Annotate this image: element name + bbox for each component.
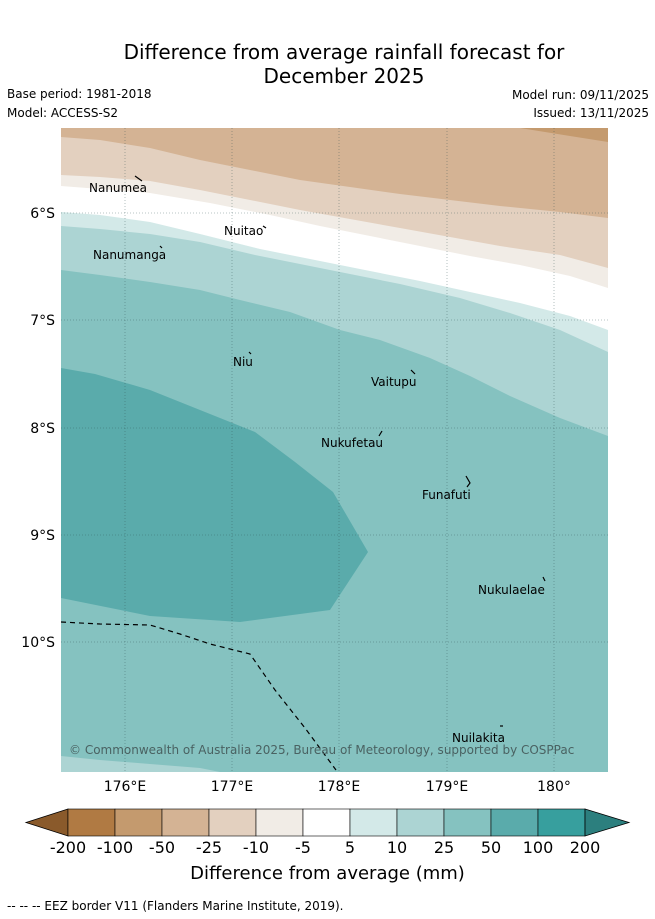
band-minus50 <box>520 128 608 142</box>
model-name: Model: ACCESS-S2 <box>7 106 119 120</box>
island-labels: Nanumea Nuitao Nanumanga Niu Vaitupu Nuk… <box>89 181 545 745</box>
colorbar-label-9: 50 <box>480 838 502 857</box>
lon-tick-180: 180° <box>537 779 571 795</box>
colorbar-label-10: 100 <box>522 838 554 857</box>
colorbar-label-4: -10 <box>242 838 270 857</box>
lon-tick-labels: 176°E 177°E 178°E 179°E 180° <box>104 779 571 795</box>
island-label-nuilakita: Nuilakita <box>452 731 505 745</box>
island-shape-vaitupu <box>410 369 416 375</box>
lon-tick-178: 178°E <box>318 779 361 795</box>
colorbar-segment-4 <box>255 808 304 837</box>
colorbar-segment-6 <box>349 808 398 837</box>
grid-lines <box>61 128 608 772</box>
colorbar-label-5: -5 <box>295 838 311 857</box>
colorbar-label-6: 5 <box>344 838 356 857</box>
colorbar-title: Difference from average (mm) <box>190 863 465 884</box>
lon-tick-176: 176°E <box>104 779 147 795</box>
colorbar-segment-3 <box>208 808 257 837</box>
colorbar-segment-0 <box>67 808 116 837</box>
colorbar-segment-2 <box>161 808 210 837</box>
band-minus25 <box>61 128 608 218</box>
island-label-niu: Niu <box>233 355 253 369</box>
colorbar <box>24 808 631 837</box>
island-shape-nukulaelae <box>542 576 546 582</box>
island-shape-nukufetau <box>378 430 383 437</box>
colorbar-segment-10 <box>537 808 586 837</box>
lat-tick-10: 10°S <box>21 635 55 651</box>
eez-border <box>61 621 337 771</box>
base-period: Base period: 1981-2018 <box>7 87 152 101</box>
colorbar-label-0: -200 <box>49 838 87 857</box>
colorbar-label-1: -100 <box>96 838 134 857</box>
lat-tick-6: 6°S <box>30 206 55 222</box>
colorbar-segment-9 <box>490 808 539 837</box>
colorbar-label-2: -50 <box>148 838 176 857</box>
colorbar-label-3: -25 <box>195 838 223 857</box>
colorbar-label-7: 10 <box>386 838 408 857</box>
issued-date: Issued: 13/11/2025 <box>533 106 649 120</box>
lat-tick-7: 7°S <box>30 313 55 329</box>
island-label-nukufetau: Nukufetau <box>321 436 383 450</box>
island-shape-funafuti <box>465 475 471 488</box>
lat-tick-9: 9°S <box>30 528 55 544</box>
colorbar-segment-8 <box>443 808 492 837</box>
island-label-vaitupu: Vaitupu <box>371 375 417 389</box>
lon-tick-177: 177°E <box>211 779 254 795</box>
model-run: Model run: 09/11/2025 <box>511 88 649 102</box>
colorbar-segment-5 <box>302 808 351 837</box>
island-shapes <box>134 175 546 727</box>
chart-title: Difference from average rainfall forecas… <box>0 40 655 88</box>
island-shape-nanumea <box>134 175 143 182</box>
colorbar-arrow-high <box>584 808 631 837</box>
colorbar-segment-1 <box>114 808 163 837</box>
colorbar-label-8: 25 <box>433 838 455 857</box>
eez-footnote: -- -- -- EEZ border V11 (Flanders Marine… <box>7 899 344 913</box>
island-label-nukulaelae: Nukulaelae <box>478 583 545 597</box>
island-label-nanumanga: Nanumanga <box>93 248 166 262</box>
island-label-funafuti: Funafuti <box>422 488 471 502</box>
band-dark-teal <box>61 368 368 622</box>
title-line-2: December 2025 <box>263 64 425 88</box>
island-label-nanumea: Nanumea <box>89 181 147 195</box>
colorbar-label-11: 200 <box>569 838 601 857</box>
lat-tick-8: 8°S <box>30 421 55 437</box>
lat-tick-labels: 6°S 7°S 8°S 9°S 10°S <box>21 206 55 651</box>
colorbar-segment-7 <box>396 808 445 837</box>
lon-tick-179: 179°E <box>426 779 469 795</box>
title-line-1: Difference from average rainfall forecas… <box>123 40 565 64</box>
island-shape-nuitao <box>262 225 267 229</box>
copyright-notice: © Commonwealth of Australia 2025, Bureau… <box>69 743 574 757</box>
island-shape-nanumanga <box>159 245 163 249</box>
colorbar-arrow-low <box>24 808 69 837</box>
island-shape-niu <box>248 351 252 355</box>
island-label-nuitao: Nuitao <box>224 224 263 238</box>
contour-fills: Nanumea Nuitao Nanumanga Niu Vaitupu Nuk… <box>61 128 608 772</box>
band-south-light <box>61 756 220 772</box>
